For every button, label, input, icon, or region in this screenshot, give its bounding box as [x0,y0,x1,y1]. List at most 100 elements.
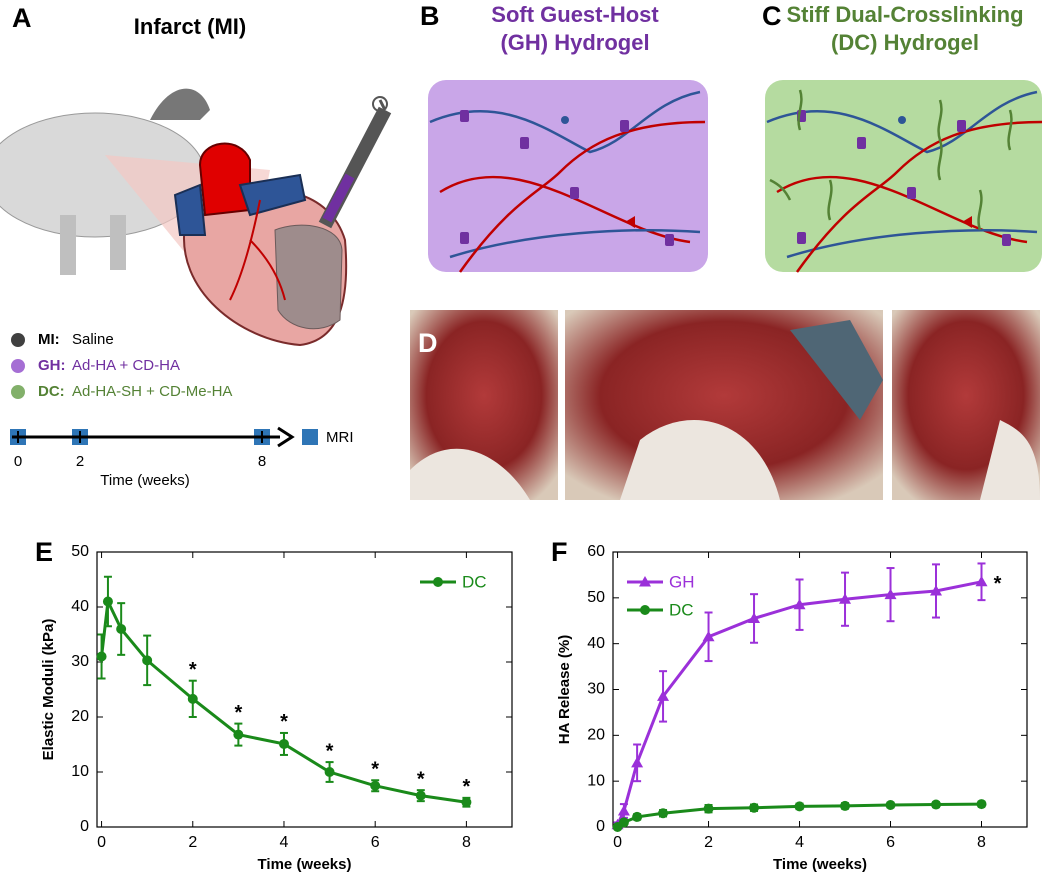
y-axis-label: Elastic Moduli (kPa) [40,619,57,761]
timeline: 0 2 8 Time (weeks) MRI [10,426,354,489]
x-axis-label: Time (weeks) [773,856,867,873]
y-tick-label: 50 [587,589,605,606]
y-tick-label: 0 [596,818,605,835]
y-tick-label: 20 [587,727,605,744]
panel-label: C [762,1,782,31]
glove [980,420,1040,500]
x-tick-label: 6 [371,834,380,851]
panel-label: F [551,537,568,567]
panel-label: A [12,3,32,33]
legend-text: Ad-HA + CD-HA [72,357,180,374]
glove [620,420,780,500]
x-axis-label: Time (weeks) [258,856,352,873]
marker [116,624,127,634]
significance-mark: * [371,759,379,781]
significance-mark: * [462,776,470,798]
glove [410,448,530,500]
marker [839,593,852,604]
marker [975,575,988,587]
marker [840,800,851,811]
marker [102,596,113,607]
panel-label: D [418,328,438,358]
significance-mark: * [994,573,1002,595]
timeline-point: 8 [258,453,266,470]
marker [278,738,289,749]
panel-title: Soft Guest-Host [491,2,659,27]
x-tick-label: 8 [977,834,986,851]
timeline-point: 2 [76,453,84,470]
legend-key: GH: [38,357,66,374]
marker [749,802,760,813]
crosslinks [769,89,1013,231]
x-tick-label: 4 [795,834,804,851]
marker [233,729,244,740]
panel-title: (DC) Hydrogel [831,30,979,55]
y-tick-label: 30 [587,681,605,698]
marker [618,817,629,828]
marker [930,584,943,596]
marker [631,756,644,768]
marker [415,790,426,801]
plot-frame [612,551,1028,828]
marker [187,693,198,704]
y-tick-label: 30 [71,653,89,670]
legend-label: DC [669,600,694,619]
y-tick-label: 40 [587,635,605,652]
marker [885,800,896,810]
legend-text: Ad-HA-SH + CD-Me-HA [72,383,232,400]
x-tick-label: 2 [704,834,713,851]
legend-marker [433,577,443,587]
legend-marker [640,605,650,615]
panel-title: Stiff Dual-Crosslinking [786,2,1023,27]
timeline-point: 0 [14,453,22,470]
marker [632,811,643,822]
legend-marker [639,576,651,587]
x-tick-label: 8 [462,834,471,851]
marker [931,799,942,810]
marker [96,651,107,662]
timeline-axis-label: Time (weeks) [100,472,189,489]
marker [748,612,761,623]
y-tick-label: 40 [71,598,89,615]
glove [790,320,883,420]
legend-label: GH [669,572,695,591]
legend-key: DC: [38,383,65,400]
legend-a: MI: Saline GH: Ad-HA + CD-HA DC: Ad-HA-S… [11,331,232,400]
marker [703,803,714,814]
heart-illustration [173,142,348,347]
legend-label: DC [462,572,487,591]
y-tick-label: 20 [71,708,89,725]
marker [702,630,715,642]
y-tick-label: 10 [587,772,605,789]
marker [324,767,335,777]
significance-mark: * [189,659,197,681]
x-tick-label: 0 [613,834,622,851]
marker [794,801,805,812]
significance-mark: * [234,702,242,724]
marker [657,690,670,701]
plot-frame [96,551,513,828]
panel-title: Infarct (MI) [134,14,246,39]
panel-label: E [35,537,53,567]
significance-mark: * [417,768,425,790]
significance-mark: * [326,740,334,762]
syringe [318,96,392,229]
legend-key: MI: [38,331,60,348]
x-tick-label: 2 [188,834,197,851]
x-tick-label: 6 [886,834,895,851]
significance-mark: * [280,711,288,733]
y-tick-label: 60 [587,543,605,560]
marker [617,804,630,816]
hydrogel-box [765,80,1042,272]
marker [142,655,153,666]
marker [793,598,806,610]
y-tick-label: 10 [71,763,89,780]
panel-title: (GH) Hydrogel [500,30,649,55]
panel-label: B [420,1,440,31]
series-line [100,596,467,804]
x-tick-label: 4 [280,834,289,851]
x-tick-label: 0 [97,834,106,851]
y-axis-label: HA Release (%) [556,635,573,744]
timeline-legend: MRI [326,429,354,446]
